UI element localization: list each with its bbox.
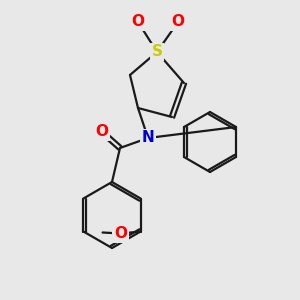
Text: O: O xyxy=(131,14,145,29)
Text: O: O xyxy=(172,14,184,29)
Text: O: O xyxy=(95,124,109,140)
Text: O: O xyxy=(114,226,127,241)
Text: S: S xyxy=(152,44,163,59)
Text: N: N xyxy=(142,130,154,146)
